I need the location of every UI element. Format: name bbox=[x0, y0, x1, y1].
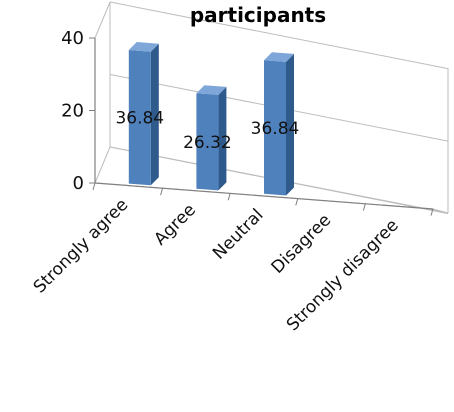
data-label: 26.32 bbox=[183, 133, 232, 153]
bar-side bbox=[218, 86, 227, 191]
bar-top bbox=[264, 52, 294, 62]
data-label: 36.84 bbox=[251, 119, 300, 139]
x-tick bbox=[227, 193, 231, 201]
x-tick bbox=[430, 208, 434, 216]
x-tick bbox=[295, 198, 299, 206]
data-label: 36.84 bbox=[115, 109, 164, 129]
bar bbox=[264, 52, 294, 196]
x-tick bbox=[92, 182, 96, 191]
bar bbox=[128, 42, 159, 186]
y-tick-label: 0 bbox=[73, 173, 84, 194]
side-wall-top-edge bbox=[94, 1, 111, 39]
chart-title: participants bbox=[190, 3, 326, 27]
y-tick-label: 40 bbox=[61, 28, 84, 49]
x-tick bbox=[362, 203, 366, 211]
bar-front bbox=[196, 93, 219, 191]
category-label: Neutral bbox=[209, 205, 268, 264]
bars bbox=[128, 42, 294, 196]
bar bbox=[196, 85, 227, 191]
category-label: Strongly agree bbox=[30, 195, 133, 298]
category-label: Agree bbox=[150, 200, 199, 249]
x-tick bbox=[160, 187, 164, 196]
category-label: Disagree bbox=[268, 210, 335, 277]
bar-side bbox=[286, 53, 294, 196]
gridline bbox=[109, 1, 449, 70]
bar-top bbox=[128, 42, 159, 52]
bar-front bbox=[128, 50, 151, 186]
bar-side bbox=[150, 43, 159, 186]
bar-top bbox=[196, 85, 227, 95]
y-tick-label: 20 bbox=[61, 101, 84, 122]
bar-front bbox=[264, 60, 286, 196]
x-axis bbox=[94, 182, 434, 210]
axes bbox=[89, 37, 434, 216]
